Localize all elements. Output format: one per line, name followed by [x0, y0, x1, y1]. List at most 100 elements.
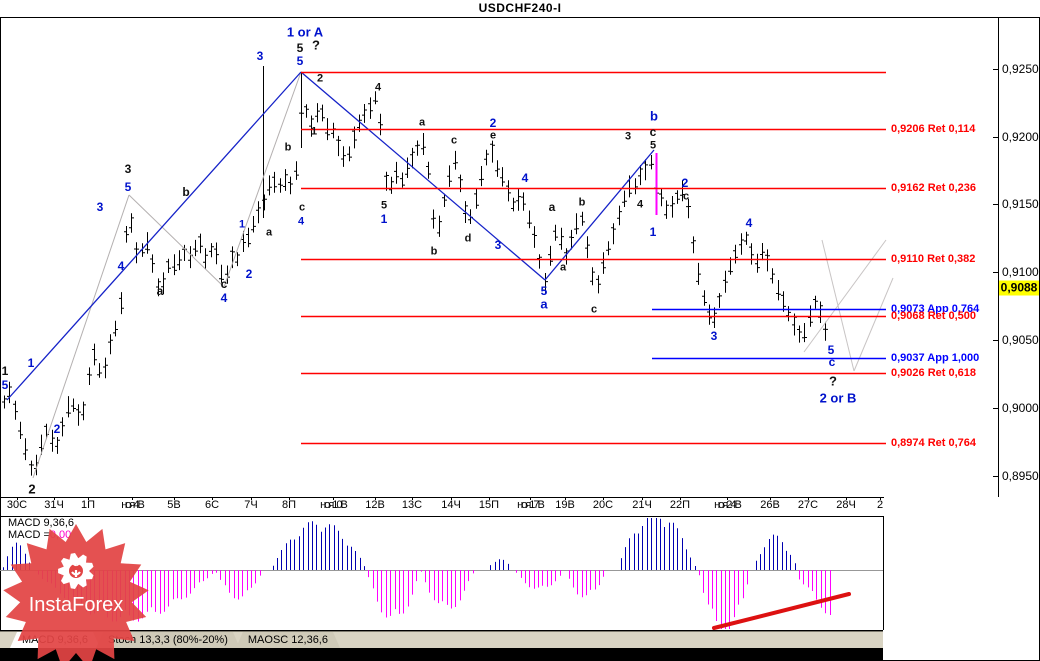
fibonacci-level-label: 0,9037 App 1,000	[891, 352, 980, 364]
wave-label: 4	[297, 215, 305, 228]
time-axis-label: 7Ч	[244, 499, 258, 511]
indicator-tab[interactable]: MAOSC 12,36,6	[236, 632, 340, 648]
wave-label: 5	[124, 180, 132, 194]
blue-trend-line	[544, 149, 655, 281]
logo-starburst	[3, 524, 149, 661]
wave-label: b	[578, 196, 586, 209]
wave-label: c	[682, 190, 690, 203]
time-axis-label: 13С	[401, 499, 423, 511]
wave-label: e	[489, 129, 497, 142]
wave-label: 1	[310, 125, 318, 138]
wave-label: 3	[710, 329, 718, 343]
wave-label: 1	[1, 364, 9, 378]
fibonacci-level-label: 0,9110 Ret 0,382	[891, 253, 976, 265]
wave-label: 1 or A	[286, 24, 324, 40]
wave-label: 4	[521, 171, 529, 185]
wave-label: c	[450, 134, 458, 147]
fibonacci-level-label: 0,9026 Ret 0,618	[891, 367, 977, 379]
macd-indicator-name: MACD 9,36,6	[8, 517, 75, 529]
wave-label: a	[540, 296, 548, 312]
wave-label: c	[220, 277, 228, 291]
wave-label: c	[649, 125, 657, 139]
time-axis-label: 21Ч	[632, 499, 652, 511]
price-axis-label: 0,9100	[1002, 265, 1039, 279]
wave-label: 5	[827, 343, 835, 357]
fibonacci-level-label: 0,8974 Ret 0,764	[891, 437, 977, 449]
wave-label: 3	[494, 238, 502, 252]
wave-label: 3	[624, 130, 632, 143]
wave-label: c	[298, 201, 306, 214]
time-axis-label: 31Ч	[44, 499, 64, 511]
wave-label: 3	[124, 162, 132, 176]
gray-projection-line	[853, 277, 894, 372]
wave-label: 2	[53, 422, 61, 436]
time-axis-label: 15П	[478, 499, 500, 511]
current-price-badge: 0,9088	[999, 280, 1039, 296]
price-axis-label: 0,9250	[1002, 62, 1039, 76]
wave-label: a	[156, 284, 164, 298]
time-axis-label: 5В	[167, 499, 181, 511]
wave-label: a	[548, 200, 556, 214]
wave-label: 5	[296, 41, 304, 55]
time-axis-label: 28Ч	[836, 499, 856, 511]
gray-projection-line	[803, 239, 887, 353]
time-axis-label: 12В	[365, 499, 385, 511]
time-axis-label: ноя4В	[121, 499, 145, 511]
price-axis-label: 0,9000	[1002, 401, 1039, 415]
wave-label: ?	[312, 37, 320, 53]
gray-zigzag-line	[32, 194, 130, 479]
wave-label: d	[464, 232, 472, 245]
wave-label: a	[418, 116, 426, 129]
instaforex-logo-text: InstaForex	[29, 594, 123, 616]
fibonacci-level-label: 0,9162 Ret 0,236	[891, 182, 977, 194]
instaforex-logo: InstaForex	[3, 524, 149, 661]
wave-label: 1	[27, 356, 35, 370]
time-axis-label: 20С	[592, 499, 614, 511]
time-axis-label: 26В	[760, 499, 780, 511]
wave-label: 5	[380, 199, 388, 212]
price-axis-label: 0,8950	[1002, 469, 1039, 483]
price-axis-label: 0,9050	[1002, 333, 1039, 347]
wave-label: 3	[256, 49, 264, 63]
price-axis-label: 0,9200	[1002, 130, 1039, 144]
wave-label: b	[650, 108, 658, 124]
bottom-black-strip	[0, 648, 883, 661]
price-bars	[2, 66, 828, 476]
wave-label: 4	[745, 216, 753, 230]
wave-label: 1	[649, 225, 657, 239]
wave-label: c	[590, 303, 598, 316]
wave-label: 4	[117, 259, 125, 273]
time-axis-label: 19В	[555, 499, 575, 511]
wave-label: 5	[540, 284, 548, 298]
time-axis-label: 8П	[281, 499, 297, 511]
wave-label: 5	[296, 54, 304, 68]
wave-label: 2	[681, 176, 689, 190]
time-axis-label: 27С	[797, 499, 819, 511]
blue-trend-line	[6, 71, 302, 401]
wave-label: b	[182, 185, 190, 199]
wave-label: 4	[636, 198, 644, 211]
time-axis-label: 2	[876, 499, 884, 511]
wave-label: 2 or B	[819, 390, 857, 406]
wave-label: 3	[96, 200, 104, 214]
wave-label: b	[284, 141, 292, 154]
wave-label: 2	[28, 481, 36, 497]
gray-zigzag-line	[128, 194, 225, 288]
wave-label: 5	[1, 378, 9, 392]
blue-trend-line	[300, 71, 546, 281]
macd-red-trendline	[712, 592, 851, 630]
time-axis-label: 14Ч	[441, 499, 461, 511]
time-axis-label: ноя17В	[517, 499, 545, 511]
wave-label: 5	[649, 139, 657, 152]
wave-label: 1	[380, 212, 388, 226]
wave-label: c	[828, 355, 836, 369]
time-axis-label: 22П	[669, 499, 691, 511]
time-axis-label: 30С	[6, 499, 28, 511]
macd-value-prefix: MACD =	[8, 529, 50, 541]
wave-label: 2	[316, 72, 324, 85]
wave-label: 4	[220, 291, 228, 305]
wave-label: b	[430, 245, 438, 258]
fibonacci-level-label: 0,9068 Ret 0,500	[891, 310, 977, 322]
